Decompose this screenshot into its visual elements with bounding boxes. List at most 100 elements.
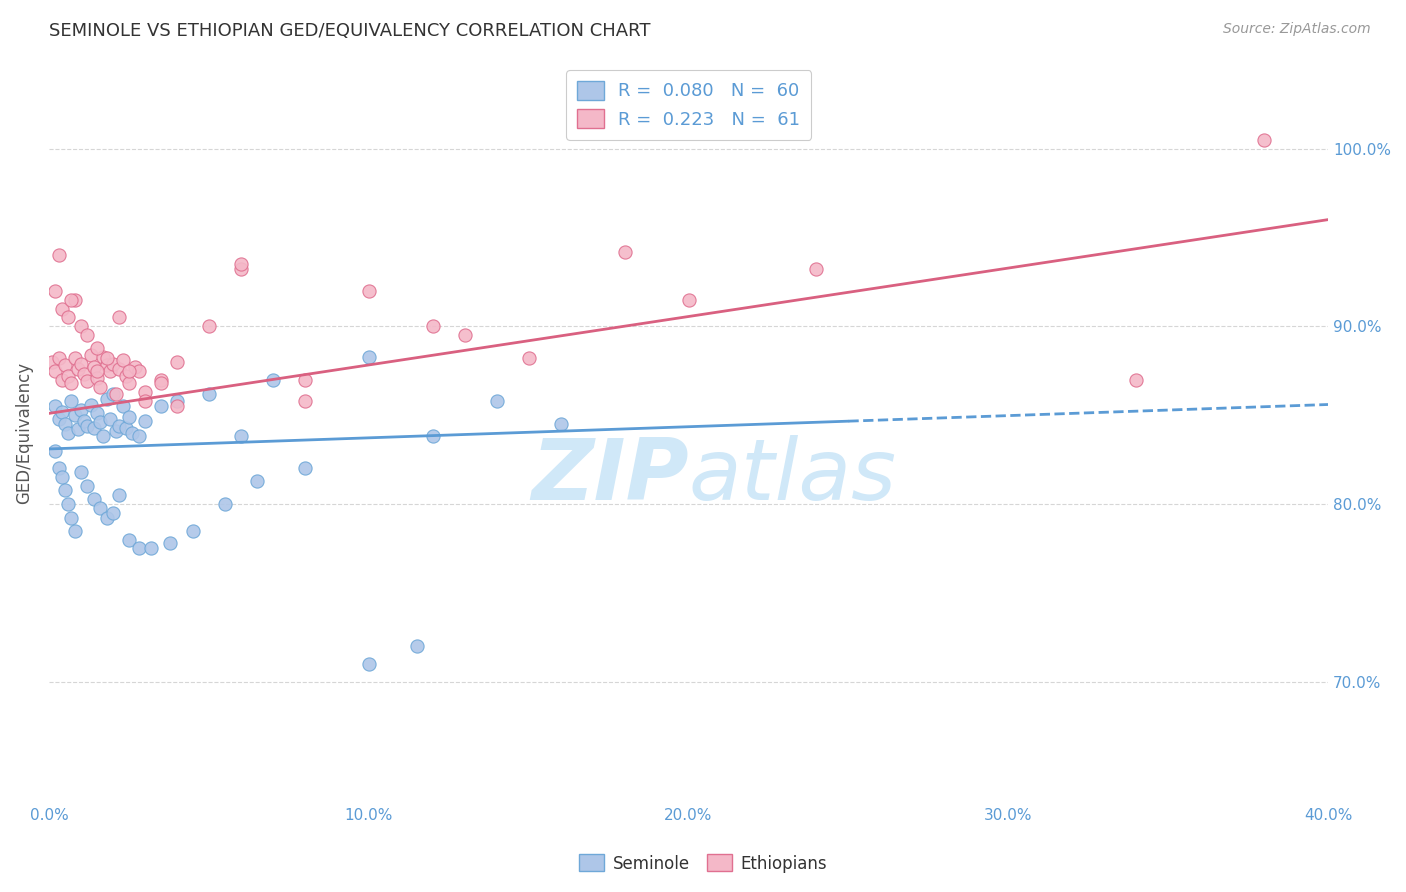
Point [96, 511, 118, 525]
Point [96, 359, 118, 373]
Point [63, 408, 86, 422]
Point [111, 353, 134, 368]
Point [86, 406, 108, 420]
Point [159, 536, 181, 550]
Point [96, 351, 118, 366]
Point [83, 360, 105, 375]
Point [63, 524, 86, 538]
Point [70, 319, 93, 334]
Point [294, 461, 316, 475]
Point [41, 355, 63, 369]
Point [134, 385, 156, 400]
Point [128, 541, 150, 556]
Point [108, 362, 131, 376]
Point [91, 350, 114, 364]
Y-axis label: GED/Equivalency: GED/Equivalency [15, 362, 32, 504]
Legend: R =  0.080   N =  60, R =  0.223   N =  61: R = 0.080 N = 60, R = 0.223 N = 61 [567, 70, 811, 140]
Point [60, 293, 83, 307]
Point [48, 351, 70, 366]
Point [48, 461, 70, 475]
Point [101, 387, 124, 401]
Point [1125, 373, 1147, 387]
Point [485, 393, 508, 408]
Point [56, 425, 79, 440]
Point [48, 248, 70, 262]
Point [66, 362, 89, 376]
Point [357, 657, 380, 671]
Point [83, 491, 105, 506]
Point [51, 373, 73, 387]
Point [105, 387, 128, 401]
Point [229, 257, 252, 271]
Point [198, 387, 221, 401]
Point [124, 360, 146, 375]
Point [134, 413, 156, 427]
Point [89, 500, 111, 515]
Point [44, 284, 66, 298]
Point [48, 411, 70, 425]
Point [86, 341, 108, 355]
Point [44, 364, 66, 378]
Point [454, 328, 477, 343]
Point [76, 479, 98, 493]
Point [108, 310, 131, 325]
Point [166, 355, 188, 369]
Point [63, 351, 86, 366]
Point [121, 425, 143, 440]
Point [66, 422, 89, 436]
Point [89, 415, 111, 429]
Point [214, 497, 236, 511]
Point [86, 364, 108, 378]
Point [53, 359, 76, 373]
Point [246, 474, 269, 488]
Point [806, 262, 828, 277]
Point [56, 497, 79, 511]
Point [44, 399, 66, 413]
Point [422, 319, 444, 334]
Point [114, 420, 136, 434]
Text: SEMINOLE VS ETHIOPIAN GED/EQUIVALENCY CORRELATION CHART: SEMINOLE VS ETHIOPIAN GED/EQUIVALENCY CO… [49, 22, 651, 40]
Text: atlas: atlas [689, 435, 897, 518]
Point [128, 429, 150, 443]
Point [550, 417, 572, 431]
Point [63, 293, 86, 307]
Point [357, 284, 380, 298]
Point [89, 380, 111, 394]
Text: ZIP: ZIP [531, 435, 689, 518]
Text: Source: ZipAtlas.com: Source: ZipAtlas.com [1223, 22, 1371, 37]
Point [128, 364, 150, 378]
Point [98, 364, 121, 378]
Point [105, 424, 128, 438]
Point [118, 364, 141, 378]
Point [118, 409, 141, 424]
Point [357, 350, 380, 364]
Point [111, 399, 134, 413]
Point [114, 369, 136, 384]
Point [60, 376, 83, 391]
Point [149, 373, 172, 387]
Point [613, 244, 636, 259]
Point [79, 397, 101, 411]
Point [422, 429, 444, 443]
Point [73, 413, 96, 427]
Point [53, 417, 76, 431]
Point [98, 411, 121, 425]
Point [76, 328, 98, 343]
Point [79, 348, 101, 362]
Point [60, 393, 83, 408]
Point [198, 319, 221, 334]
Point [108, 418, 131, 433]
Point [70, 402, 93, 417]
Point [101, 357, 124, 371]
Point [56, 310, 79, 325]
Point [181, 524, 204, 538]
Point [51, 470, 73, 484]
Point [517, 351, 540, 366]
Point [118, 533, 141, 547]
Point [86, 371, 108, 385]
Legend: Seminole, Ethiopians: Seminole, Ethiopians [572, 847, 834, 880]
Point [83, 420, 105, 434]
Point [294, 373, 316, 387]
Point [76, 375, 98, 389]
Point [229, 262, 252, 277]
